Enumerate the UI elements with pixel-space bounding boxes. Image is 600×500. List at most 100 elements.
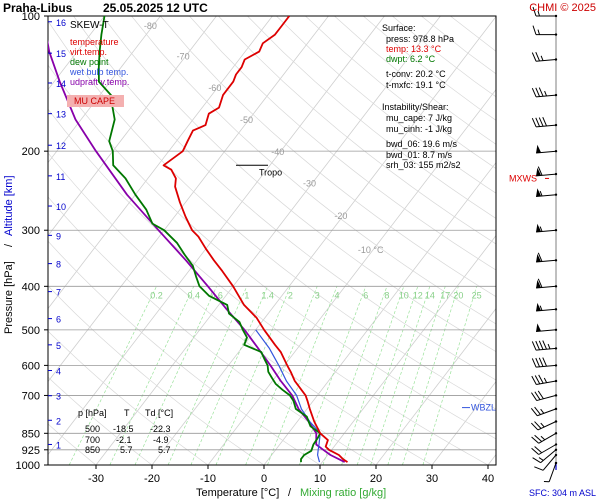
mixing-ratio-label: 17 [440, 290, 450, 300]
mixing-ratio-label: 10 [399, 290, 409, 300]
tropo-label: Tropo [259, 167, 282, 177]
wetbulb-line [255, 329, 321, 463]
surface-title: Surface: [382, 23, 416, 33]
level-table-cell: -2.1 [116, 435, 132, 445]
wind-barb-flag [531, 436, 540, 444]
isotherm-line [151, 16, 496, 465]
p-tick-label: 925 [22, 445, 40, 457]
wind-barb-half [537, 29, 540, 35]
wind-barb [530, 406, 558, 417]
wind-barb [531, 52, 558, 62]
wind-barb-dot [554, 93, 558, 97]
legend-item: dew point [70, 57, 109, 67]
wind-barb-flag [534, 406, 541, 415]
wind-barb-dot [554, 33, 558, 36]
wind-barb-half [543, 377, 548, 383]
p-tick-label: 400 [22, 281, 40, 293]
wind-barb-flag [531, 87, 537, 98]
wind-barb-flag [537, 252, 543, 262]
km-tick-label: 2 [56, 416, 61, 426]
wind-barb-flag [535, 52, 541, 62]
wind-barb-dot [554, 420, 558, 423]
legend-item: wet bulb temp. [69, 67, 129, 77]
mixing-ratio-line [109, 286, 195, 465]
wind-barb-dot [554, 259, 558, 262]
wind-barb [543, 461, 558, 483]
level-table-cell: 5.7 [120, 445, 133, 455]
isotherm-line [48, 16, 161, 164]
credit: CHMI © 2025 [529, 2, 596, 14]
wind-barb-dot [554, 193, 558, 196]
wind-barb-pennant [536, 223, 542, 232]
p-tick-label: 700 [22, 390, 40, 402]
wind-barb-dot [554, 461, 558, 465]
wind-barb-staff [536, 259, 557, 263]
axes: -30 -20 -10 0 10 20 30 401002003004005006007008… [16, 11, 495, 485]
mucape-swatch [67, 95, 124, 107]
level-table-header: p [hPa] [78, 408, 107, 418]
wind-barb-dot [554, 379, 558, 383]
datetime: 25.05.2025 12 UTC [103, 1, 208, 15]
y-axis-label: Pressure [hPa] [3, 261, 15, 334]
mixing-ratio-line [299, 286, 367, 465]
surface-press: press: 978.8 hPa [386, 34, 454, 44]
x-tick-label: -30 [88, 473, 104, 485]
dewpoint-line [97, 16, 322, 463]
wind-barb-half [540, 422, 545, 428]
y-axis-label-separator: / [3, 243, 15, 247]
p-tick-label: 850 [22, 428, 40, 440]
mixing-ratio-label: 4 [334, 290, 339, 300]
p-tick-label: 300 [22, 225, 40, 237]
wind-barb-pennant [536, 144, 542, 153]
x-tick-label: 10 [314, 473, 326, 485]
wind-barb [536, 302, 558, 312]
wind-barb-flag [531, 392, 538, 401]
dry-adiabat [247, 16, 496, 219]
isotherm-line [487, 453, 496, 465]
km-tick-label: 8 [56, 260, 61, 270]
isotherm-label: -80 [144, 21, 157, 31]
km-tick-label: 16 [56, 18, 66, 28]
wind-barb [531, 374, 558, 385]
wind-barb-half [540, 55, 544, 61]
mixing-ratio-line [215, 286, 291, 465]
p-tick-label: 100 [22, 11, 40, 23]
mixing-ratio-line [267, 286, 338, 465]
wind-barb-flag [534, 466, 544, 471]
isotherm-line [48, 16, 329, 383]
dry-adiabat [160, 16, 496, 298]
instability-bwd06: bwd_06: 19.6 m/s [386, 139, 458, 149]
wind-barb [536, 144, 558, 154]
mixing-ratio-label: 12 [413, 290, 423, 300]
wind-barb-dot [554, 364, 558, 367]
wind-barb-dot [554, 308, 558, 311]
wind-barb-dot [554, 432, 558, 435]
km-tick-label: 10 [56, 202, 66, 212]
mixing-ratio-line [322, 286, 388, 465]
wind-barb-flag [535, 117, 541, 127]
instability-title: Instability/Shear: [382, 102, 449, 112]
wind-barb-flag [535, 357, 541, 368]
level-table-cell: -22.3 [150, 424, 171, 434]
km-tick-label: 6 [56, 315, 61, 325]
wind-barb [536, 278, 558, 289]
mixing-ratio-label: 0.6 [210, 290, 223, 300]
km-tick-label: 4 [56, 367, 61, 377]
x-tick-label: -20 [144, 473, 160, 485]
sfc-label: SFC: 304 m ASL [529, 488, 596, 498]
wind-barb-flag [531, 341, 537, 351]
dry-adiabat [450, 16, 496, 52]
wind-barb-half [539, 305, 543, 311]
wind-barb-dot [554, 328, 558, 331]
isotherm-line [544, 16, 600, 465]
isotherm-line [48, 16, 217, 237]
isotherm-label: -70 [177, 52, 190, 62]
isotherm-label: -10 °C [358, 245, 384, 255]
y-axis-label-group: Pressure [hPa] / Altitude [km] [3, 175, 15, 334]
wind-barb [531, 117, 558, 128]
wind-barb-flag [530, 407, 538, 417]
wind-barb-flag [534, 391, 541, 400]
km-tick-label: 3 [56, 392, 61, 402]
wind-barb [531, 357, 558, 368]
mixing-ratio-label: 1.4 [261, 290, 274, 300]
